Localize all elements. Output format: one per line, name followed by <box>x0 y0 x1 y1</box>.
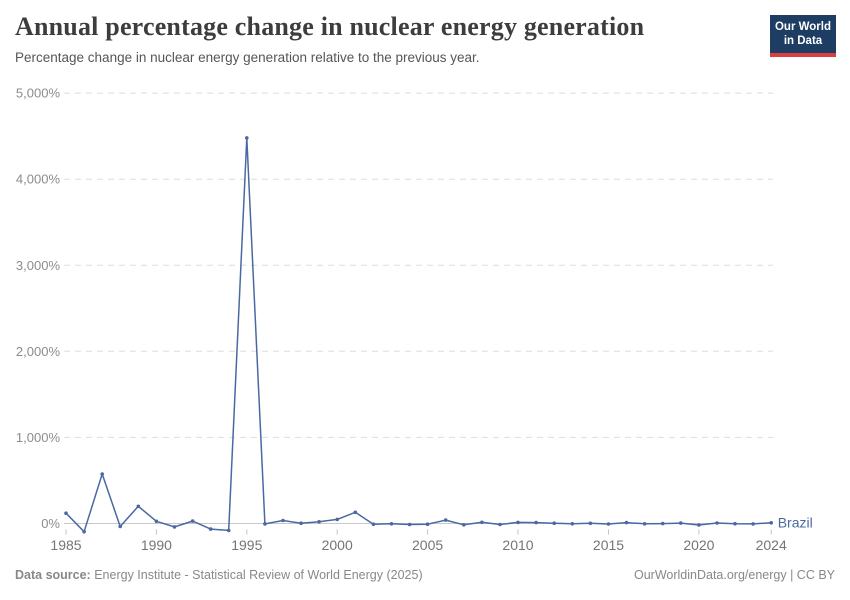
chart-footer: Data source: Energy Institute - Statisti… <box>15 568 835 582</box>
y-axis-label: 4,000% <box>16 172 61 187</box>
data-point[interactable] <box>353 510 358 515</box>
y-axis-label: 2,000% <box>16 344 61 359</box>
page-title: Annual percentage change in nuclear ener… <box>15 12 645 41</box>
data-point[interactable] <box>82 529 86 534</box>
y-axis-label: 5,000% <box>16 86 61 101</box>
data-point[interactable] <box>769 521 773 525</box>
credit-link[interactable]: OurWorldinData.org/energy | CC BY <box>633 568 835 582</box>
y-axis-label: 3,000% <box>16 258 61 273</box>
owid-logo[interactable]: Our World in Data <box>770 15 836 57</box>
data-point[interactable] <box>407 522 412 527</box>
data-source-text: Energy Institute - Statistical Review of… <box>94 568 423 582</box>
data-point[interactable] <box>697 523 701 527</box>
data-point[interactable] <box>715 521 719 525</box>
data-point[interactable] <box>118 524 122 529</box>
data-point[interactable] <box>733 521 737 526</box>
data-point[interactable] <box>263 522 267 526</box>
data-point[interactable] <box>534 520 538 525</box>
data-point[interactable] <box>570 522 575 526</box>
data-point[interactable] <box>226 528 231 533</box>
page-subtitle: Percentage change in nuclear energy gene… <box>15 50 480 65</box>
data-point[interactable] <box>516 520 520 525</box>
data-point[interactable] <box>172 525 177 529</box>
x-axis-label: 1990 <box>141 537 172 553</box>
data-point[interactable] <box>371 522 376 526</box>
data-point[interactable] <box>317 520 321 524</box>
data-point[interactable] <box>245 136 249 140</box>
data-point[interactable] <box>588 521 593 526</box>
data-point[interactable] <box>389 522 394 526</box>
data-point[interactable] <box>190 519 195 523</box>
x-axis-label: 2015 <box>593 537 624 553</box>
x-axis-label: 2024 <box>756 537 787 553</box>
data-point[interactable] <box>299 521 303 525</box>
data-point[interactable] <box>480 520 484 525</box>
data-point[interactable] <box>751 522 755 526</box>
data-point[interactable] <box>64 511 68 515</box>
data-point[interactable] <box>679 521 683 525</box>
data-point[interactable] <box>624 520 629 525</box>
data-point[interactable] <box>660 521 665 526</box>
x-axis-label: 2020 <box>683 537 714 553</box>
data-point[interactable] <box>606 522 611 526</box>
data-point[interactable] <box>443 518 448 522</box>
data-point[interactable] <box>208 527 213 531</box>
data-point[interactable] <box>425 522 430 526</box>
x-axis-label: 1985 <box>50 537 81 553</box>
data-point[interactable] <box>335 517 340 522</box>
data-point[interactable] <box>154 519 159 524</box>
y-axis-label: 1,000% <box>16 430 61 445</box>
data-point[interactable] <box>462 523 466 527</box>
series-label-brazil[interactable]: Brazil <box>778 514 813 530</box>
data-point[interactable] <box>552 521 556 525</box>
data-point[interactable] <box>281 518 285 523</box>
x-axis-label: 2010 <box>502 537 533 553</box>
x-axis-label: 2000 <box>322 537 353 553</box>
x-axis-label: 1995 <box>231 537 262 553</box>
data-source: Data source: Energy Institute - Statisti… <box>15 568 423 582</box>
x-axis-label: 2005 <box>412 537 443 553</box>
y-axis-label: 0% <box>41 516 60 531</box>
logo-line-2: in Data <box>783 35 823 48</box>
series-line-brazil[interactable] <box>65 137 772 533</box>
data-point[interactable] <box>136 504 141 509</box>
data-source-label: Data source: <box>15 568 91 582</box>
data-point[interactable] <box>100 472 104 476</box>
logo-line-1: Our World <box>774 21 831 33</box>
data-point[interactable] <box>498 522 502 527</box>
data-point[interactable] <box>642 522 647 526</box>
